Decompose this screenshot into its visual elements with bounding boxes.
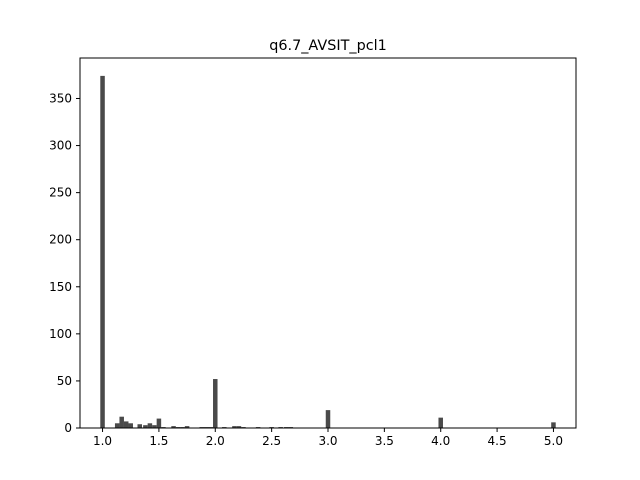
histogram-bar <box>551 422 556 428</box>
x-tick-label: 4.0 <box>431 434 450 448</box>
histogram-bar <box>438 417 443 428</box>
histogram-bar <box>128 423 133 428</box>
x-tick-label: 1.5 <box>149 434 168 448</box>
histogram-bar <box>213 379 218 428</box>
histogram-bar <box>100 75 105 428</box>
histogram-bar <box>325 410 331 428</box>
y-tick-label: 250 <box>49 186 72 200</box>
x-tick-label: 1.0 <box>93 434 112 448</box>
histogram-bar <box>119 416 124 428</box>
chart-title: q6.7_AVSIT_pcl1 <box>269 38 387 54</box>
histogram-bar <box>147 423 153 428</box>
x-tick-label: 2.0 <box>206 434 225 448</box>
histogram-bar <box>156 418 162 428</box>
histogram-bar <box>114 423 120 428</box>
y-tick-label: 300 <box>49 139 72 153</box>
histogram-bar <box>123 421 129 428</box>
histogram-bar <box>232 426 237 428</box>
histogram-bar <box>171 426 176 428</box>
y-tick-label: 150 <box>49 280 72 294</box>
y-tick-label: 350 <box>49 91 72 105</box>
y-tick-label: 0 <box>64 421 72 435</box>
axes-layer: 1.0 1.5 2.0 2.5 3.0 3.5 4.0 4.5 5.0 0 50 100 150 200 2… <box>49 91 563 448</box>
x-tick-label: 3.0 <box>318 434 337 448</box>
plot-frame <box>79 57 577 429</box>
histogram-bar <box>184 426 190 428</box>
histogram-bar <box>236 426 242 428</box>
y-tick-label: 200 <box>49 233 72 247</box>
histogram-bar <box>152 425 157 428</box>
x-tick-label: 2.5 <box>262 434 281 448</box>
histogram-bar <box>143 425 148 428</box>
histogram-bar <box>137 424 142 428</box>
x-tick-label: 5.0 <box>544 434 563 448</box>
y-tick-label: 100 <box>49 327 72 341</box>
x-tick-label: 4.5 <box>488 434 507 448</box>
x-tick-label: 3.5 <box>375 434 394 448</box>
y-tick-label: 50 <box>57 374 72 388</box>
